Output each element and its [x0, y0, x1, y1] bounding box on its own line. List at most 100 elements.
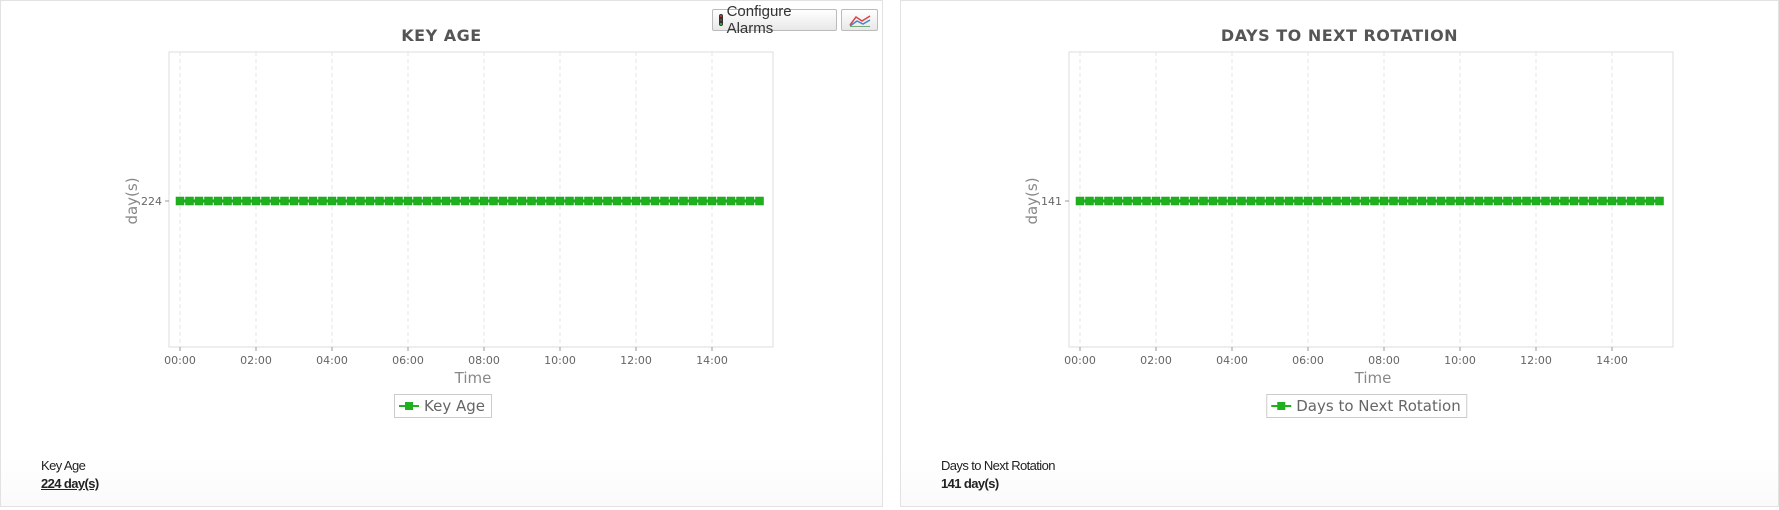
- data-point: [679, 196, 688, 206]
- data-point: [1199, 196, 1208, 206]
- data-point: [1094, 196, 1104, 206]
- data-point: [223, 196, 232, 206]
- y-axis-label: day(s): [1023, 177, 1041, 224]
- data-point: [394, 196, 403, 206]
- data-point: [726, 196, 736, 206]
- data-point: [365, 196, 375, 206]
- data-point: [242, 196, 251, 206]
- data-point: [451, 196, 460, 206]
- data-point: [403, 196, 413, 206]
- data-point: [441, 196, 451, 206]
- data-point: [1284, 196, 1294, 206]
- data-point: [1389, 196, 1398, 206]
- data-point: [669, 196, 679, 206]
- data-point: [1550, 196, 1560, 206]
- data-point: [612, 196, 622, 206]
- x-tick-label: 08:00: [1368, 354, 1400, 367]
- data-point: [1341, 196, 1351, 206]
- x-tick-label: 12:00: [620, 354, 652, 367]
- data-point: [1351, 196, 1360, 206]
- data-point: [375, 196, 384, 206]
- data-point: [650, 196, 660, 206]
- data-point: [1370, 196, 1379, 206]
- data-point: [1455, 196, 1465, 206]
- legend-item-key-age[interactable]: Key Age: [394, 394, 492, 418]
- data-point: [1142, 196, 1151, 206]
- data-point: [574, 196, 584, 206]
- data-point: [1170, 196, 1180, 206]
- data-point: [1132, 196, 1142, 206]
- data-point: [1151, 196, 1161, 206]
- key-age-chart: 00:00 02:00 04:00 06:00 08:00 10:00 12:00 14:00…: [123, 51, 774, 387]
- legend-marker-icon: [1271, 401, 1292, 411]
- data-point: [1417, 196, 1427, 206]
- data-point: [1598, 196, 1607, 206]
- x-tick-label: 12:00: [1520, 354, 1552, 367]
- data-point: [460, 196, 470, 206]
- data-point: [1218, 196, 1227, 206]
- x-tick-label: 08:00: [468, 354, 500, 367]
- configure-alarms-label: Configure Alarms: [726, 3, 792, 37]
- x-tick-label: 06:00: [392, 354, 424, 367]
- data-point: [660, 196, 669, 206]
- data-point: [1655, 196, 1664, 206]
- data-point: [1484, 196, 1493, 206]
- data-point: [1541, 196, 1550, 206]
- y-tick-label: 224: [141, 195, 162, 208]
- data-point: [422, 196, 432, 206]
- data-point: [318, 196, 327, 206]
- data-point: [1522, 196, 1531, 206]
- chart-type-button[interactable]: [841, 9, 878, 31]
- data-point: [1104, 196, 1113, 206]
- data-point: [631, 196, 641, 206]
- data-point: [470, 196, 479, 206]
- data-point: [584, 196, 593, 206]
- legend-label: Days to Next Rotation: [1296, 397, 1461, 415]
- summary-value-link[interactable]: 224 day(s): [41, 476, 99, 491]
- x-tick-label: 04:00: [316, 354, 348, 367]
- legend-item-days-to-next-rotation[interactable]: Days to Next Rotation: [1266, 394, 1468, 418]
- y-axis-label: day(s): [123, 177, 141, 224]
- data-point: [479, 196, 489, 206]
- data-point: [1493, 196, 1503, 206]
- x-tick-label: 14:00: [696, 354, 728, 367]
- data-point: [1275, 196, 1284, 206]
- data-point: [688, 196, 698, 206]
- x-tick-label: 06:00: [1292, 354, 1324, 367]
- data-point: [1113, 196, 1123, 206]
- data-point: [308, 196, 318, 206]
- data-point: [1246, 196, 1256, 206]
- data-point: [1607, 196, 1617, 206]
- data-point: [745, 196, 755, 206]
- data-point: [1617, 196, 1626, 206]
- data-point: [1180, 196, 1189, 206]
- data-point: [1237, 196, 1246, 206]
- data-point: [213, 196, 223, 206]
- chart-title: DAYS TO NEXT ROTATION: [1220, 26, 1459, 45]
- data-point: [555, 196, 565, 206]
- data-point: [356, 196, 365, 206]
- data-point: [641, 196, 650, 206]
- configure-alarms-button[interactable]: Configure Alarms: [712, 3, 837, 37]
- x-tick-label: 00:00: [164, 354, 196, 367]
- data-point: [1208, 196, 1218, 206]
- data-point: [1075, 196, 1085, 206]
- data-point: [384, 196, 394, 206]
- data-point: [593, 196, 603, 206]
- data-point: [289, 196, 299, 206]
- data-point: [1560, 196, 1569, 206]
- data-point: [1161, 196, 1170, 206]
- data-point: [489, 196, 498, 206]
- data-point: [1408, 196, 1417, 206]
- summary-label: Key Age: [41, 458, 86, 473]
- x-axis-label: Time: [454, 369, 492, 387]
- data-point: [517, 196, 527, 206]
- data-point: [1626, 196, 1636, 206]
- days-to-next-rotation-chart: 00:00 02:00 04:00 06:00 08:00 10:00 12:00 14:00…: [1023, 51, 1674, 387]
- data-point: [1588, 196, 1598, 206]
- summary-value: 141 day(s): [941, 476, 999, 491]
- data-point: [413, 196, 422, 206]
- data-point: [1569, 196, 1579, 206]
- data-point: [337, 196, 346, 206]
- data-point: [1313, 196, 1322, 206]
